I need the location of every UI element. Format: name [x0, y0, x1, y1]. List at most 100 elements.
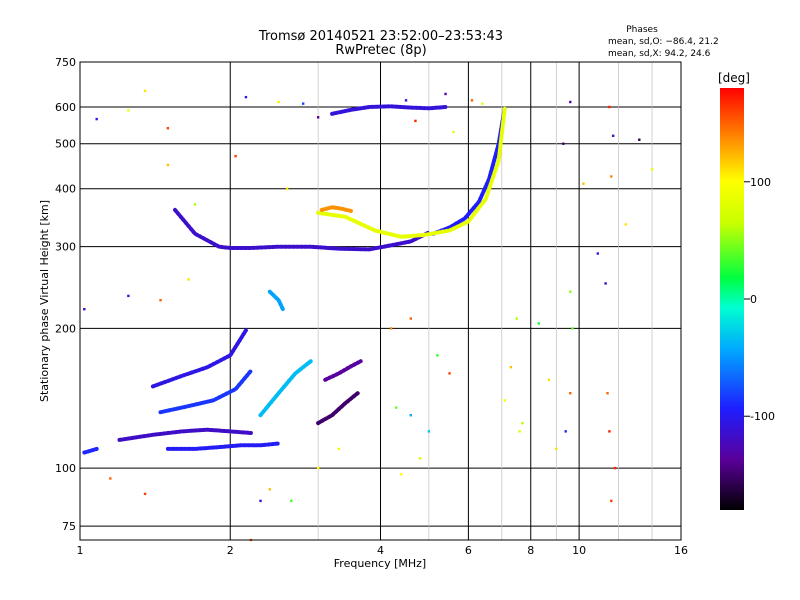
echo-point-25	[537, 322, 540, 325]
echo-point-39	[436, 354, 439, 357]
echo-point-3	[277, 100, 280, 104]
echo-trace-8	[158, 368, 253, 415]
echo-point-4	[301, 102, 305, 105]
echo-trace-11	[316, 391, 360, 426]
echo-point-54	[166, 163, 170, 167]
grid-lines	[80, 62, 681, 540]
echo-point-53	[109, 477, 112, 480]
stats-heading: Phases	[626, 25, 658, 35]
echo-point-19	[650, 168, 654, 171]
x-tick-10: 10	[572, 544, 586, 557]
echo-point-41	[409, 317, 412, 320]
echo-point-51	[259, 499, 262, 503]
echo-point-62	[234, 154, 237, 158]
echo-point-13	[608, 105, 611, 109]
echo-trace-1	[431, 105, 507, 236]
echo-point-14	[611, 134, 615, 138]
echo-point-61	[193, 203, 197, 206]
echo-point-42	[389, 327, 393, 330]
echo-point-30	[518, 430, 521, 433]
y-tick-75: 75	[62, 520, 76, 533]
y-axis-label: Stationary phase Virtual Height [km]	[38, 200, 51, 402]
echo-point-17	[562, 142, 565, 145]
echo-point-45	[399, 473, 403, 476]
echo-point-56	[95, 117, 98, 121]
y-tick-750: 750	[55, 56, 76, 69]
stats-line-o: mean, sd,O: −86.4, 21.2	[608, 37, 719, 47]
colorbar-tick-0: 0	[750, 293, 757, 306]
y-tick-100: 100	[55, 462, 76, 475]
x-tick-6: 6	[465, 544, 472, 557]
echo-point-47	[427, 430, 431, 433]
echo-point-26	[515, 317, 518, 320]
echo-point-18	[638, 138, 641, 141]
echo-point-7	[414, 119, 417, 123]
x-tick-4: 4	[377, 544, 384, 557]
echo-point-38	[555, 447, 558, 451]
echo-point-31	[547, 378, 551, 381]
echo-point-29	[521, 421, 524, 425]
chart-title: Tromsø 20140521 23:52:00–23:53:43	[258, 29, 503, 44]
echo-point-32	[569, 392, 572, 395]
echo-point-50	[268, 488, 271, 491]
echo-trace-2	[316, 105, 507, 239]
echo-point-6	[404, 99, 408, 102]
echo-point-12	[569, 100, 572, 104]
x-tick-8: 8	[527, 544, 534, 557]
echo-point-33	[564, 430, 567, 433]
echo-point-21	[596, 252, 599, 255]
echo-point-0	[143, 89, 147, 93]
echo-point-24	[571, 327, 574, 330]
echo-trace-5	[117, 427, 253, 442]
echo-point-63	[285, 187, 289, 190]
echo-point-9	[452, 130, 455, 134]
echo-point-44	[418, 457, 422, 460]
chart-subtitle: RwPretec (8p)	[335, 43, 426, 58]
colorbar-tick-100: 100	[750, 176, 771, 189]
x-tick-1: 1	[77, 544, 84, 557]
colorbar	[720, 88, 744, 510]
echo-point-52	[143, 492, 147, 496]
x-tick-16: 16	[674, 544, 688, 557]
echo-trace-12	[323, 359, 363, 382]
echo-point-1	[166, 127, 170, 130]
echo-trace-9	[258, 359, 313, 418]
echo-point-55	[127, 109, 130, 112]
echo-point-35	[608, 430, 611, 433]
echo-trace-4	[330, 104, 448, 116]
echo-point-40	[448, 372, 451, 375]
echo-trace-6	[165, 441, 281, 451]
x-tick-labels: 1 2 4 6 8 10 16	[77, 544, 689, 557]
y-tick-300: 300	[55, 241, 76, 254]
echo-point-2	[244, 95, 248, 99]
colorbar-label: [deg]	[718, 71, 750, 85]
colorbar-ticks: 100 0 -100	[744, 176, 775, 423]
echo-point-22	[604, 282, 607, 285]
echo-point-57	[83, 307, 86, 311]
echo-point-46	[394, 406, 398, 409]
echo-trace-0	[173, 207, 431, 252]
stats-line-x: mean, sd,X: 94.2, 24.6	[608, 49, 711, 59]
echo-trace-3	[319, 205, 354, 214]
echo-point-27	[509, 365, 513, 369]
echo-point-65	[337, 447, 341, 451]
echo-point-8	[444, 92, 447, 96]
y-tick-400: 400	[55, 183, 76, 196]
echo-point-20	[624, 223, 627, 226]
echo-point-34	[606, 392, 609, 395]
colorbar-tick--100: -100	[750, 410, 775, 423]
echo-point-15	[610, 175, 613, 178]
echo-point-36	[613, 466, 617, 470]
echo-trace-10	[267, 289, 285, 312]
echo-point-58	[127, 294, 130, 298]
x-tick-2: 2	[227, 544, 234, 557]
echo-point-60	[187, 278, 190, 281]
echo-point-64	[316, 466, 320, 470]
plot-frame	[79, 61, 682, 541]
echo-point-10	[470, 99, 474, 102]
echo-point-28	[503, 399, 507, 402]
echo-trace-13	[82, 446, 99, 455]
echo-point-59	[159, 299, 162, 302]
y-tick-500: 500	[55, 138, 76, 151]
